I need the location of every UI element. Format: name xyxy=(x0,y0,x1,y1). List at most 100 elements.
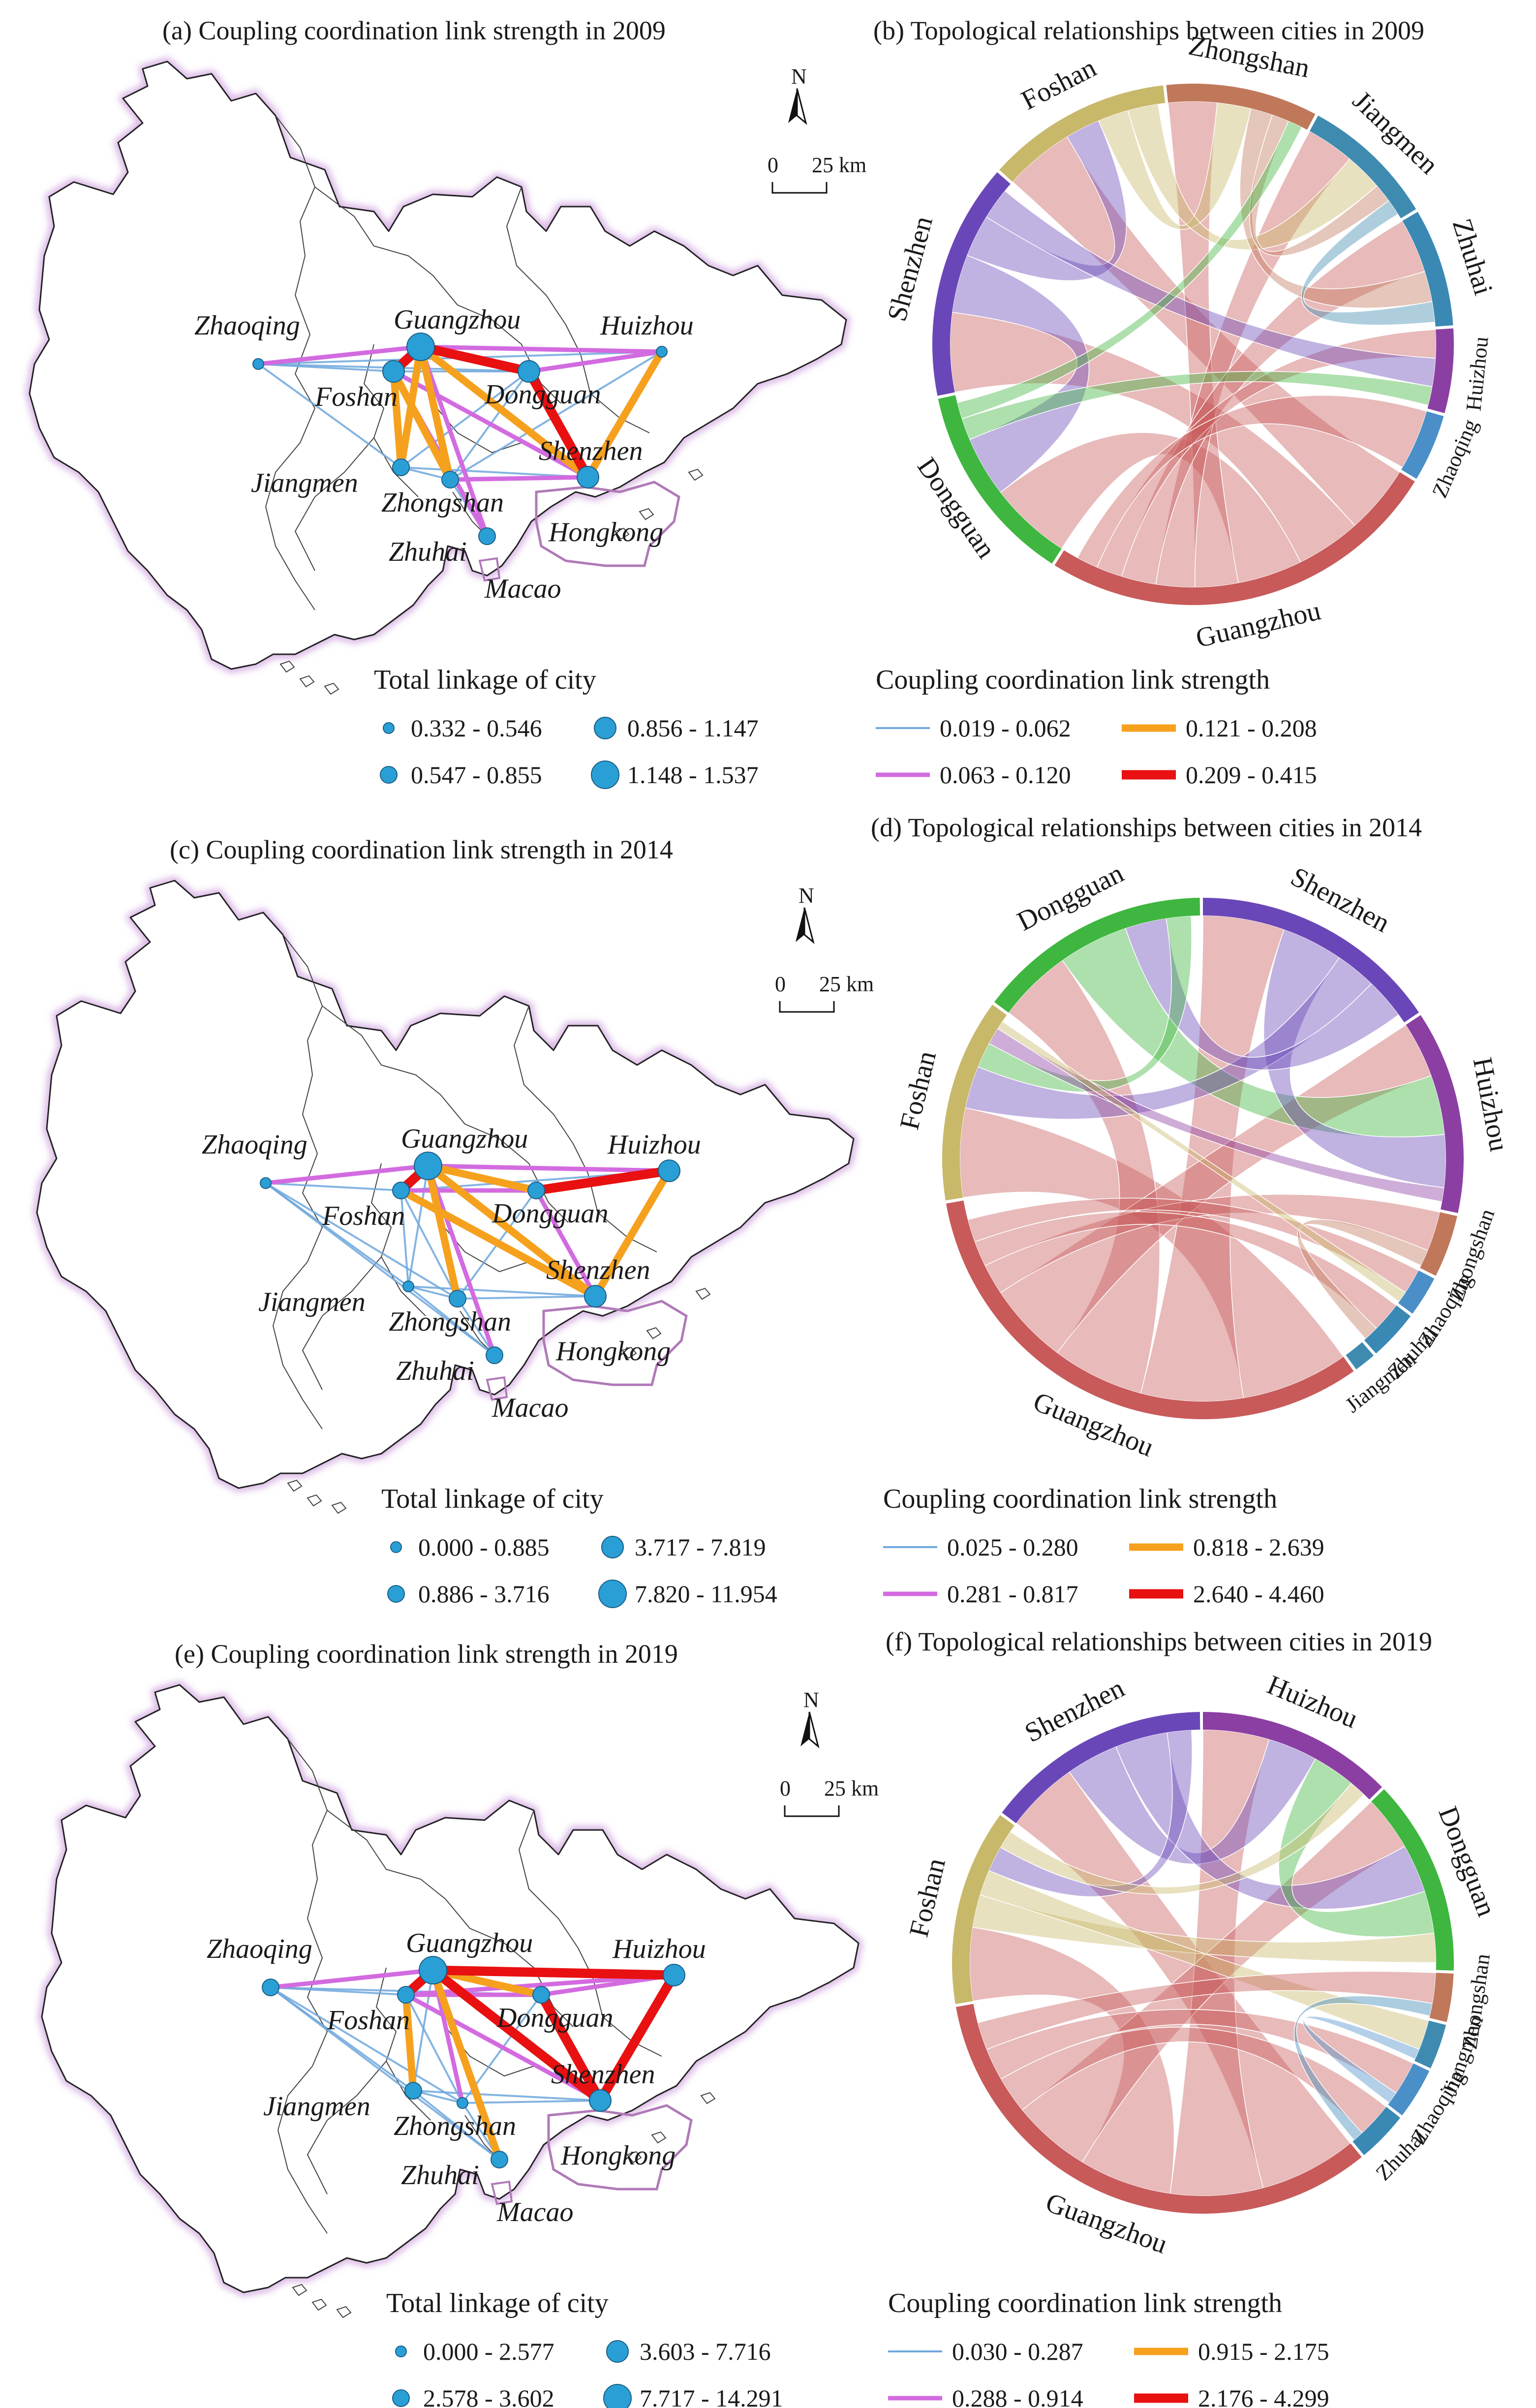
scale-km: 25 km xyxy=(812,153,866,177)
legend-node-label: 0.886 - 3.716 xyxy=(418,1580,550,1608)
arc-zhuhai xyxy=(1352,2106,1401,2156)
link-guangzhou-zhuhai xyxy=(429,1966,503,2164)
hongkong-boundary xyxy=(535,481,680,567)
arc-zhongshan xyxy=(1166,84,1316,130)
link-foshan-shenzhen xyxy=(391,369,590,480)
node-guangzhou xyxy=(419,1956,447,1984)
island-outline xyxy=(626,2151,642,2164)
link-legend-title: Coupling coordination link strength xyxy=(888,2288,1282,2318)
legend-link-label: 0.030 - 0.287 xyxy=(952,2338,1083,2365)
node-guangzhou xyxy=(414,1152,442,1180)
legend-node-label: 0.000 - 0.885 xyxy=(418,1533,550,1561)
ribbon-guangzhou-jiangmen xyxy=(1155,130,1351,588)
link-foshan-shenzhen xyxy=(403,1992,603,2103)
panel-b-chord-2009: (b) Topological relationships between ci… xyxy=(873,16,1499,654)
label-dongguan: Dongguan xyxy=(492,1198,608,1229)
label-shenzhen: Shenzhen xyxy=(539,436,643,466)
label-jiangmen: Jiangmen xyxy=(258,1287,366,1317)
city-boundary xyxy=(370,1163,426,1316)
island-outline xyxy=(651,2131,667,2144)
label-zhuhai: Zhuhai xyxy=(389,537,467,567)
arc-foshan xyxy=(942,1005,1007,1201)
arc-jiangmen xyxy=(1414,2020,1446,2069)
legend-node-label: 0.332 - 0.546 xyxy=(411,714,542,742)
legend-node-label: 7.717 - 14.291 xyxy=(640,2384,783,2408)
ribbon-dongguan-shenzhen xyxy=(1115,1732,1426,1910)
arc-label-huizhou: Huizhou xyxy=(1461,335,1493,412)
ribbon-guangzhou-huizhou xyxy=(1096,329,1437,578)
node-jiangmen xyxy=(392,458,410,476)
legend-node-label: 0.000 - 2.577 xyxy=(423,2338,554,2365)
label-dongguan: Dongguan xyxy=(496,2003,613,2033)
link-dongguan-jiangmen xyxy=(400,370,530,468)
label-zhongshan: Zhongshan xyxy=(389,1307,511,1337)
link-foshan-zhongshan xyxy=(405,1994,463,2104)
arc-dongguan xyxy=(994,898,1200,1013)
node-guangzhou xyxy=(406,333,435,361)
label-huizhou: Huizhou xyxy=(607,1129,701,1160)
label-hongkong: Hongkong xyxy=(560,2140,676,2171)
label-hongkong: Hongkong xyxy=(555,1336,671,1367)
legend-node-label: 1.148 - 1.537 xyxy=(627,761,759,789)
link-guangzhou-zhongshan xyxy=(424,1162,461,1303)
link-legend-title: Coupling coordination link strength xyxy=(876,665,1270,695)
legend-link-label: 2.176 - 4.299 xyxy=(1198,2384,1329,2408)
link-zhongshan-zhuhai xyxy=(457,1298,495,1356)
scale-bar xyxy=(779,1001,835,1013)
label-zhuhai: Zhuhai xyxy=(401,2160,479,2191)
legend-link-label: 0.025 - 0.280 xyxy=(947,1533,1078,1561)
node-foshan xyxy=(397,1986,415,2004)
legend-node-label: 3.603 - 7.716 xyxy=(640,2338,771,2365)
arc-zhuhai xyxy=(1364,1305,1411,1354)
island-outline xyxy=(307,1494,322,1507)
panel-title: (e) Coupling coordination link strength … xyxy=(175,1639,678,1669)
ribbon-guangzhou-huizhou xyxy=(1000,1024,1432,1354)
label-zhaoqing: Zhaoqing xyxy=(207,1934,312,1964)
link-shenzhen-zhongshan xyxy=(457,1295,596,1300)
node-zhaoqing xyxy=(260,1177,272,1189)
legend-link-label: 0.818 - 2.639 xyxy=(1193,1533,1324,1561)
city-boundary xyxy=(363,344,419,497)
link-guangzhou-jiangmen xyxy=(407,1165,429,1287)
legend-node-label: 0.547 - 0.855 xyxy=(411,761,542,789)
ribbon-foshan-huizhou xyxy=(1000,1782,1365,1895)
scale-km: 25 km xyxy=(819,972,874,996)
link-guangzhou-zhongshan xyxy=(417,343,454,484)
city-boundary xyxy=(518,1810,662,2057)
link-huizhou-shenzhen xyxy=(584,348,666,481)
label-dongguan: Dongguan xyxy=(484,379,601,410)
panel-title: (f) Topological relationships between ci… xyxy=(886,1627,1432,1656)
north-arrow-right xyxy=(803,907,815,945)
panel-title: (a) Coupling coordination link strength … xyxy=(162,16,666,45)
link-guangzhou-zhaoqing xyxy=(268,1968,435,1990)
legend-node-3 xyxy=(606,2340,629,2363)
arc-label-huizhou: Huizhou xyxy=(1467,1055,1515,1154)
hongkong-boundary xyxy=(547,2104,693,2191)
node-zhongshan xyxy=(441,471,459,488)
node-zhongshan xyxy=(449,1290,466,1308)
island-outline xyxy=(646,1327,662,1340)
city-boundary xyxy=(513,1006,657,1252)
arc-zhaoqing xyxy=(1398,1270,1435,1314)
link-guangzhou-dongguan xyxy=(416,342,534,376)
north-arrow-right xyxy=(796,88,807,125)
macao-boundary xyxy=(486,1376,508,1401)
legend-node-4 xyxy=(598,1580,627,1608)
node-shenzhen xyxy=(589,2089,612,2112)
link-zhaoqing-zhongshan xyxy=(265,1182,459,1300)
region-outline xyxy=(29,61,847,670)
ribbon-jiangmen-zhaoqing xyxy=(1302,2016,1420,2104)
label-huizhou: Huizhou xyxy=(612,1934,706,1964)
link-foshan-jiangmen xyxy=(390,367,405,471)
arc-shenzhen xyxy=(1002,1712,1200,1824)
legend-node-3 xyxy=(594,717,616,739)
legend-link-label: 0.288 - 0.914 xyxy=(952,2384,1083,2408)
node-zhuhai xyxy=(486,1346,503,1364)
node-huizhou xyxy=(663,1964,685,1986)
legend-node-label: 0.856 - 1.147 xyxy=(627,714,759,742)
legend-node-4 xyxy=(603,2384,632,2408)
panel-c-map-2014: (c) Coupling coordination link strength … xyxy=(33,835,1324,1608)
island-outline xyxy=(292,2284,307,2296)
node-dongguan xyxy=(532,1986,550,2004)
island-outline xyxy=(700,2092,716,2104)
